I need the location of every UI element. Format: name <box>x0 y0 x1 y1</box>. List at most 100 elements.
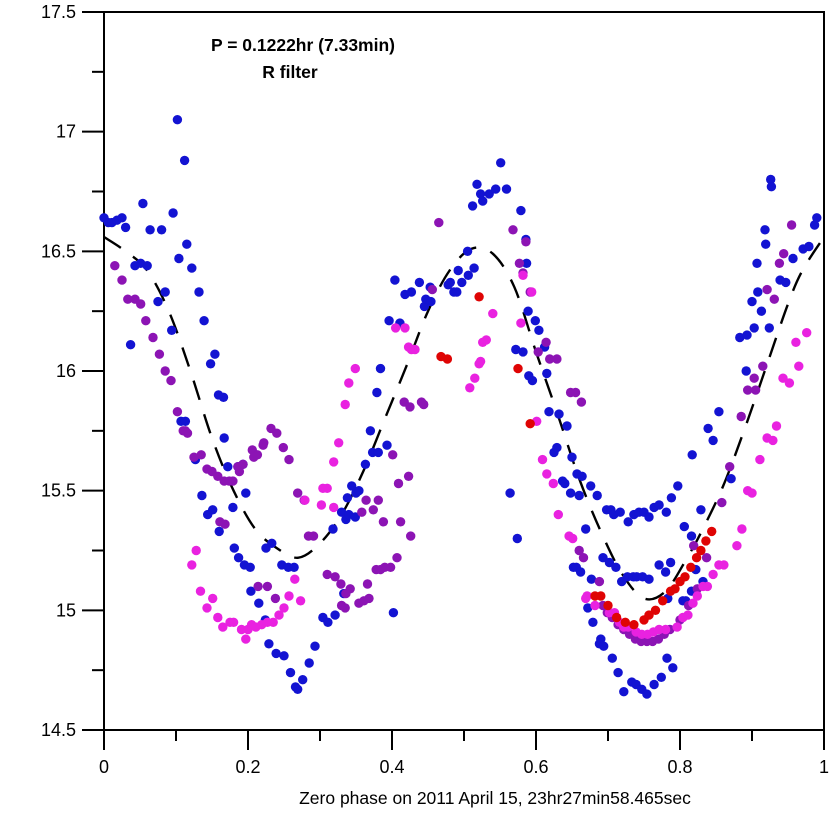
data-point-purple <box>345 584 355 594</box>
data-point-magenta <box>719 560 729 570</box>
data-point-blue <box>673 481 683 491</box>
data-point-magenta <box>195 586 206 596</box>
data-point-blue <box>523 306 533 316</box>
data-point-blue <box>788 253 798 264</box>
y-tick-label: 15.5 <box>41 481 76 501</box>
data-point-blue <box>310 641 320 651</box>
data-point-magenta <box>768 435 778 446</box>
data-point-magenta <box>279 603 289 613</box>
data-point-blue <box>478 196 488 206</box>
data-point-purple <box>154 349 165 359</box>
data-point-red <box>701 536 711 546</box>
data-point-blue <box>623 517 633 527</box>
data-point-blue <box>577 471 587 481</box>
data-point-magenta <box>537 454 548 465</box>
data-point-magenta <box>568 533 578 544</box>
data-point-purple <box>336 579 346 589</box>
data-point-magenta <box>542 469 552 479</box>
data-point-magenta <box>688 598 698 608</box>
data-point-blue <box>644 512 654 522</box>
data-point-purple <box>340 603 350 613</box>
data-point-purple <box>393 478 404 489</box>
y-tick-label: 15 <box>56 600 76 620</box>
data-point-blue <box>452 287 462 297</box>
data-point-purple <box>117 275 127 285</box>
data-point-blue <box>644 574 654 584</box>
data-point-blue <box>656 672 666 682</box>
data-point-magenta <box>791 337 801 347</box>
data-point-purple <box>378 517 389 527</box>
data-point-purple <box>160 366 170 376</box>
data-point-purple <box>521 237 531 247</box>
data-point-blue <box>741 366 751 376</box>
data-point-purple <box>406 531 416 541</box>
data-point-purple <box>330 572 340 582</box>
data-point-blue <box>167 325 177 335</box>
data-point-magenta <box>274 610 284 620</box>
data-point-magenta <box>300 495 310 505</box>
data-point-blue <box>145 225 155 235</box>
data-point-purple <box>427 284 437 295</box>
data-point-purple <box>141 316 151 326</box>
data-point-red <box>686 562 696 572</box>
data-point-blue <box>289 562 299 572</box>
x-tick-label: 0.4 <box>379 757 404 777</box>
data-point-blue <box>665 557 676 568</box>
data-point-blue <box>153 296 163 307</box>
data-point-magenta <box>553 509 563 520</box>
data-point-purple <box>578 553 589 563</box>
y-tick-label: 14.5 <box>41 720 76 740</box>
data-point-blue <box>491 184 501 194</box>
data-point-magenta <box>284 591 294 601</box>
data-point-magenta <box>771 421 782 431</box>
data-point-blue <box>233 553 244 563</box>
data-point-magenta <box>191 545 201 556</box>
data-point-purple <box>774 258 785 268</box>
data-point-magenta <box>802 328 812 338</box>
data-point-magenta <box>290 574 300 584</box>
data-point-blue <box>168 208 178 218</box>
data-point-red <box>707 526 717 537</box>
data-point-blue <box>607 653 617 663</box>
data-point-blue <box>426 296 436 307</box>
data-point-blue <box>619 687 629 697</box>
data-point-blue <box>304 658 314 668</box>
data-point-purple <box>758 361 768 371</box>
data-point-purple <box>110 261 120 271</box>
data-point-red <box>691 553 702 563</box>
data-point-magenta <box>400 323 410 333</box>
data-points <box>99 115 822 699</box>
data-point-purple <box>736 411 746 422</box>
data-point-blue <box>554 409 564 419</box>
data-point-red <box>650 605 661 615</box>
data-point-magenta <box>187 560 197 570</box>
y-tick-label: 16.5 <box>41 241 76 261</box>
data-point-blue <box>245 562 255 572</box>
data-point-purple <box>570 387 581 398</box>
data-point-blue <box>512 533 522 544</box>
y-tick-label: 16 <box>56 361 76 381</box>
data-point-blue <box>613 667 623 678</box>
data-point-blue <box>342 493 353 503</box>
series-red <box>436 292 717 630</box>
data-point-blue <box>279 651 289 661</box>
data-point-blue <box>764 323 774 333</box>
filter-annotation: R filter <box>262 62 318 82</box>
data-point-magenta <box>732 541 742 551</box>
data-point-blue <box>521 258 532 268</box>
data-point-purple <box>717 497 727 508</box>
data-point-blue <box>687 450 697 460</box>
fit-curve-path <box>103 235 826 601</box>
data-point-purple <box>270 593 281 604</box>
data-point-purple <box>272 428 282 438</box>
data-point-magenta <box>236 624 247 635</box>
data-point-magenta <box>340 399 350 410</box>
data-point-magenta <box>747 488 757 498</box>
data-point-red <box>611 612 622 623</box>
data-point-purple <box>196 450 206 460</box>
data-point-purple <box>259 438 269 448</box>
data-point-blue <box>592 490 602 501</box>
data-point-magenta <box>322 483 332 493</box>
data-point-blue <box>293 684 303 694</box>
